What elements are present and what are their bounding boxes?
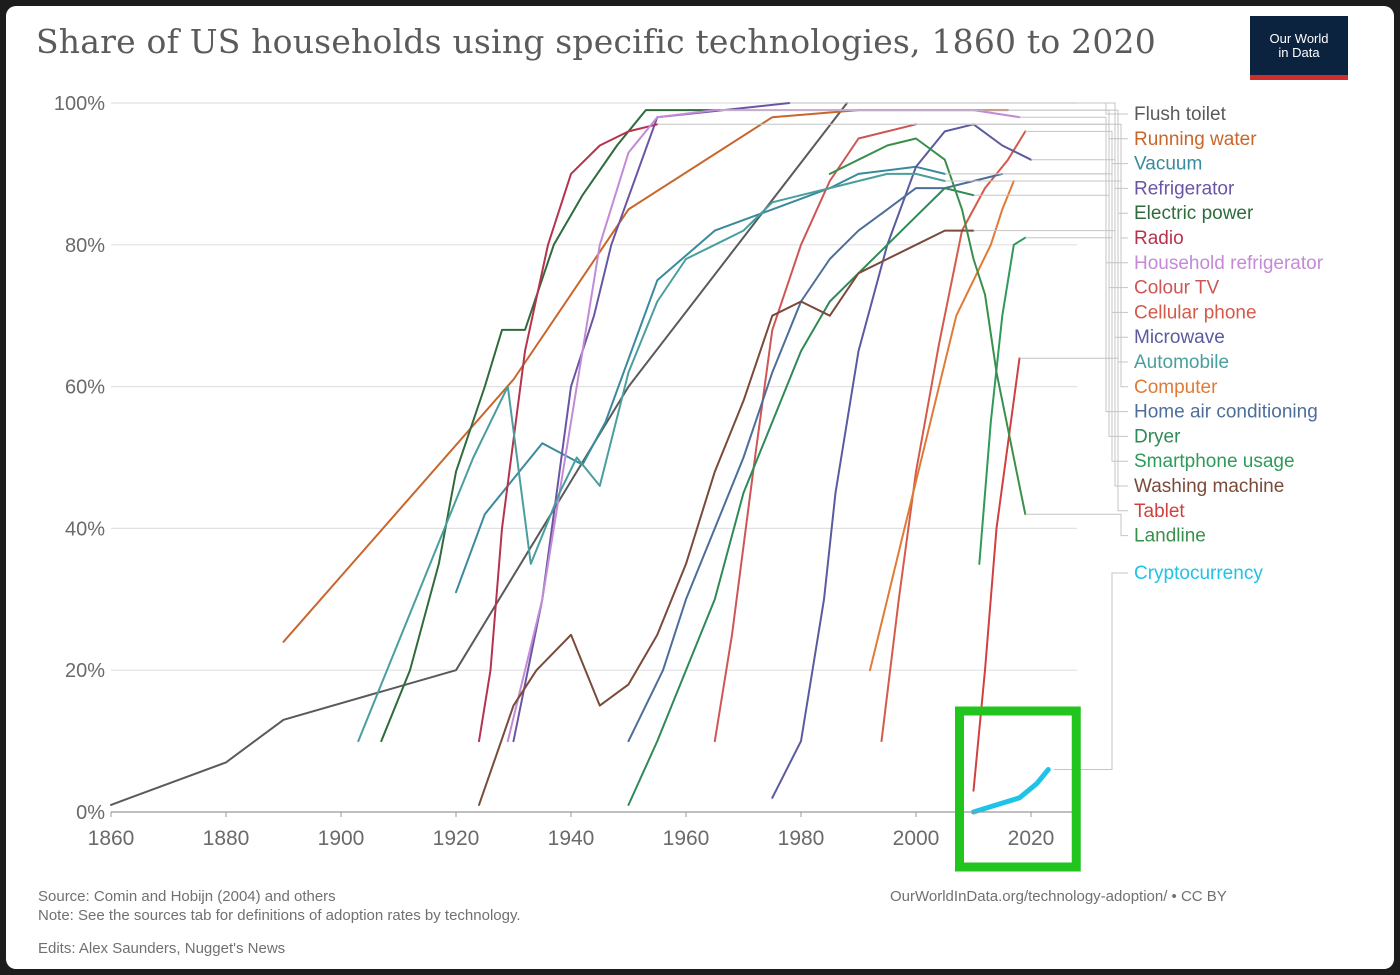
technology-adoption-line-chart: Flush toilet Running water Vacuum Refrigera… [54,93,1324,872]
series-line-radio [478,123,659,743]
series-line-computer [869,180,1015,672]
x-tick-label: 1920 [433,827,480,850]
legend-label-smartphone-usage: Smartphone usage [1134,451,1295,472]
legend-connector [944,163,1128,175]
legend-connector [1025,513,1128,537]
series-line-cryptocurrency [971,767,1051,815]
y-tick-label: 80% [65,235,105,257]
legend-label-vacuum: Vacuum [1134,154,1202,175]
x-tick-label: 1980 [778,827,825,850]
legend-connector [973,194,1128,437]
legend-label-colour-tv: Colour TV [1134,278,1220,299]
series-line-dryer [627,187,975,806]
legend-label-tablet: Tablet [1134,501,1185,522]
y-tick-label: 60% [65,377,105,399]
legend-connector [789,102,1128,189]
legend-label-running-water: Running water [1134,129,1257,150]
series-line-electric-power [380,109,722,743]
legend-connector [1025,130,1128,313]
series-line-flush-toilet [110,102,848,806]
legend-connector [720,109,1128,214]
legend-label-refrigerator: Refrigerator [1134,178,1235,199]
legend-connector [1019,357,1128,512]
y-tick-label: 40% [65,518,105,540]
legend-label-electric-power: Electric power [1134,203,1254,224]
legend-label-cryptocurrency: Cryptocurrency [1134,563,1263,584]
x-tick-label: 1940 [548,827,595,850]
series-line-automobile [357,172,946,743]
legend-label-radio: Radio [1134,228,1184,249]
series-line-washing-machine [478,229,975,806]
y-tick-label: 0% [76,802,105,824]
chart-title: Share of US households using specific te… [36,22,1156,61]
legend-label-flush-toilet: Flush toilet [1134,104,1227,125]
x-tick-label: 1900 [318,827,365,850]
x-tick-label: 1860 [88,827,135,850]
chart-card: Share of US households using specific te… [6,6,1394,969]
legend-connector [1054,572,1128,770]
legend-connector [944,180,1128,363]
series-line-tablet [972,357,1021,792]
legend-connector [1002,173,1128,413]
source-url-link[interactable]: OurWorldInData.org/technology-adoption/ … [890,888,1227,905]
x-tick-label: 2000 [893,827,940,850]
highlight-box [955,706,1081,872]
legend-connector [1031,159,1128,338]
legend-label-dryer: Dryer [1134,426,1181,447]
note-text: Note: See the sources tab for definition… [38,907,521,924]
series-line-colour-tv [713,123,917,743]
legend-label-washing-machine: Washing machine [1134,476,1284,497]
legend-label-automobile: Automobile [1134,352,1229,373]
x-tick-label: 2020 [1008,827,1055,850]
series-line-microwave [771,123,1032,799]
source-text: Source: Comin and Hobijn (2004) and othe… [38,888,336,905]
series-line-smartphone-usage [978,236,1027,565]
series-line-landline [828,137,1027,516]
x-tick-label: 1880 [203,827,250,850]
legend-label-computer: Computer [1134,377,1218,398]
logo-line1: Our World [1269,30,1329,46]
legend-connector [1013,180,1128,388]
legend-label-microwave: Microwave [1134,327,1225,348]
series-line-cellular-phone [880,130,1027,743]
legend-connector [916,123,1128,289]
legend-label-home-air-conditioning: Home air conditioning [1134,402,1318,423]
edits-text: Edits: Alex Saunders, Nugget's News [38,940,286,957]
y-tick-label: 100% [54,93,105,115]
series-line-vacuum [455,165,946,594]
series-line-running-water [282,109,1009,643]
x-tick-label: 1960 [663,827,710,850]
series-line-household-refrigerator [506,109,1021,743]
legend-label-landline: Landline [1134,526,1206,547]
legend-connector [1025,237,1128,462]
y-tick-label: 20% [65,660,105,682]
owid-logo[interactable]: Our World in Data [1250,16,1348,80]
legend-label-cellular-phone: Cellular phone [1134,302,1257,323]
legend-label-household-refrigerator: Household refrigerator [1134,253,1324,274]
logo-line2: in Data [1278,44,1320,60]
